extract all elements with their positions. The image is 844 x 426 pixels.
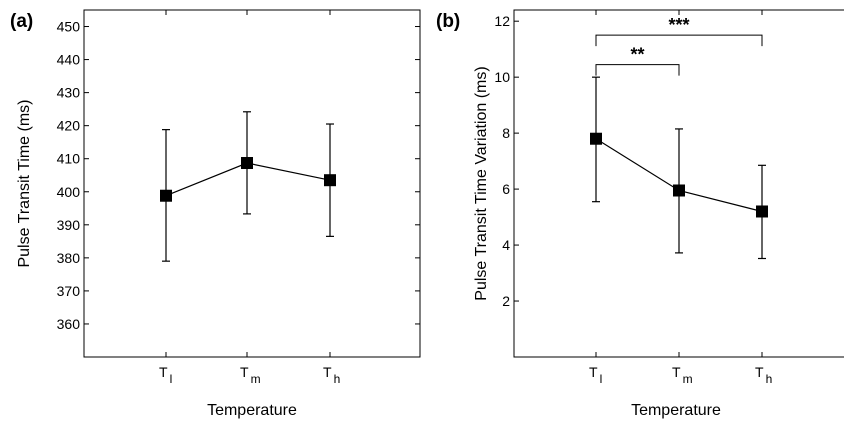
x-axis-title: Temperature: [207, 402, 297, 419]
significance-label: ***: [668, 15, 689, 35]
x-tick-label-subscript: m: [683, 372, 693, 386]
y-tick-label: 440: [57, 52, 81, 68]
plot-frame: [83, 9, 421, 358]
y-tick-label: 430: [57, 85, 81, 101]
y-tick-label: 420: [57, 118, 81, 134]
data-point: [590, 132, 602, 145]
y-tick-label: 10: [494, 69, 510, 85]
data-point: [673, 184, 685, 197]
y-tick-label: 370: [57, 283, 81, 299]
y-tick-label: 4: [502, 237, 510, 253]
y-axis-title: Pulse Transit Time (ms): [16, 99, 33, 267]
y-tick-label: 410: [57, 151, 81, 167]
x-tick-label-main: T: [755, 364, 764, 380]
x-axis-title: Temperature: [631, 402, 721, 419]
data-point: [241, 157, 253, 170]
x-tick-label-main: T: [240, 364, 249, 380]
x-tick-label-subscript: m: [251, 372, 261, 386]
x-tick-label-main: T: [672, 364, 681, 380]
x-tick-label-subscript: l: [600, 372, 603, 386]
x-tick-label-subscript: h: [766, 372, 773, 386]
y-tick-label: 450: [57, 19, 81, 35]
y-axis-title: Pulse Transit Time Variation (ms): [473, 66, 490, 300]
x-tick-label-main: T: [589, 364, 598, 380]
x-tick-label-subscript: l: [170, 372, 173, 386]
plot-frame: [513, 9, 844, 358]
data-point: [756, 205, 768, 218]
significance-bracket: [595, 64, 680, 76]
significance-label: **: [630, 45, 644, 65]
x-tick-label-subscript: h: [334, 372, 341, 386]
y-tick-label: 12: [494, 13, 510, 29]
panel-label: (a): [10, 11, 33, 32]
y-tick-label: 2: [502, 293, 510, 309]
y-tick-label: 6: [502, 181, 510, 197]
data-point: [324, 174, 336, 187]
y-tick-label: 390: [57, 217, 81, 233]
y-tick-label: 380: [57, 250, 81, 266]
y-tick-label: 8: [502, 125, 510, 141]
y-tick-label: 400: [57, 184, 81, 200]
y-tick-label: 360: [57, 316, 81, 332]
data-point: [160, 189, 172, 202]
panel-label: (b): [436, 11, 460, 32]
significance-bracket: [595, 34, 763, 47]
x-tick-label-main: T: [323, 364, 332, 380]
x-tick-label-main: T: [159, 364, 168, 380]
